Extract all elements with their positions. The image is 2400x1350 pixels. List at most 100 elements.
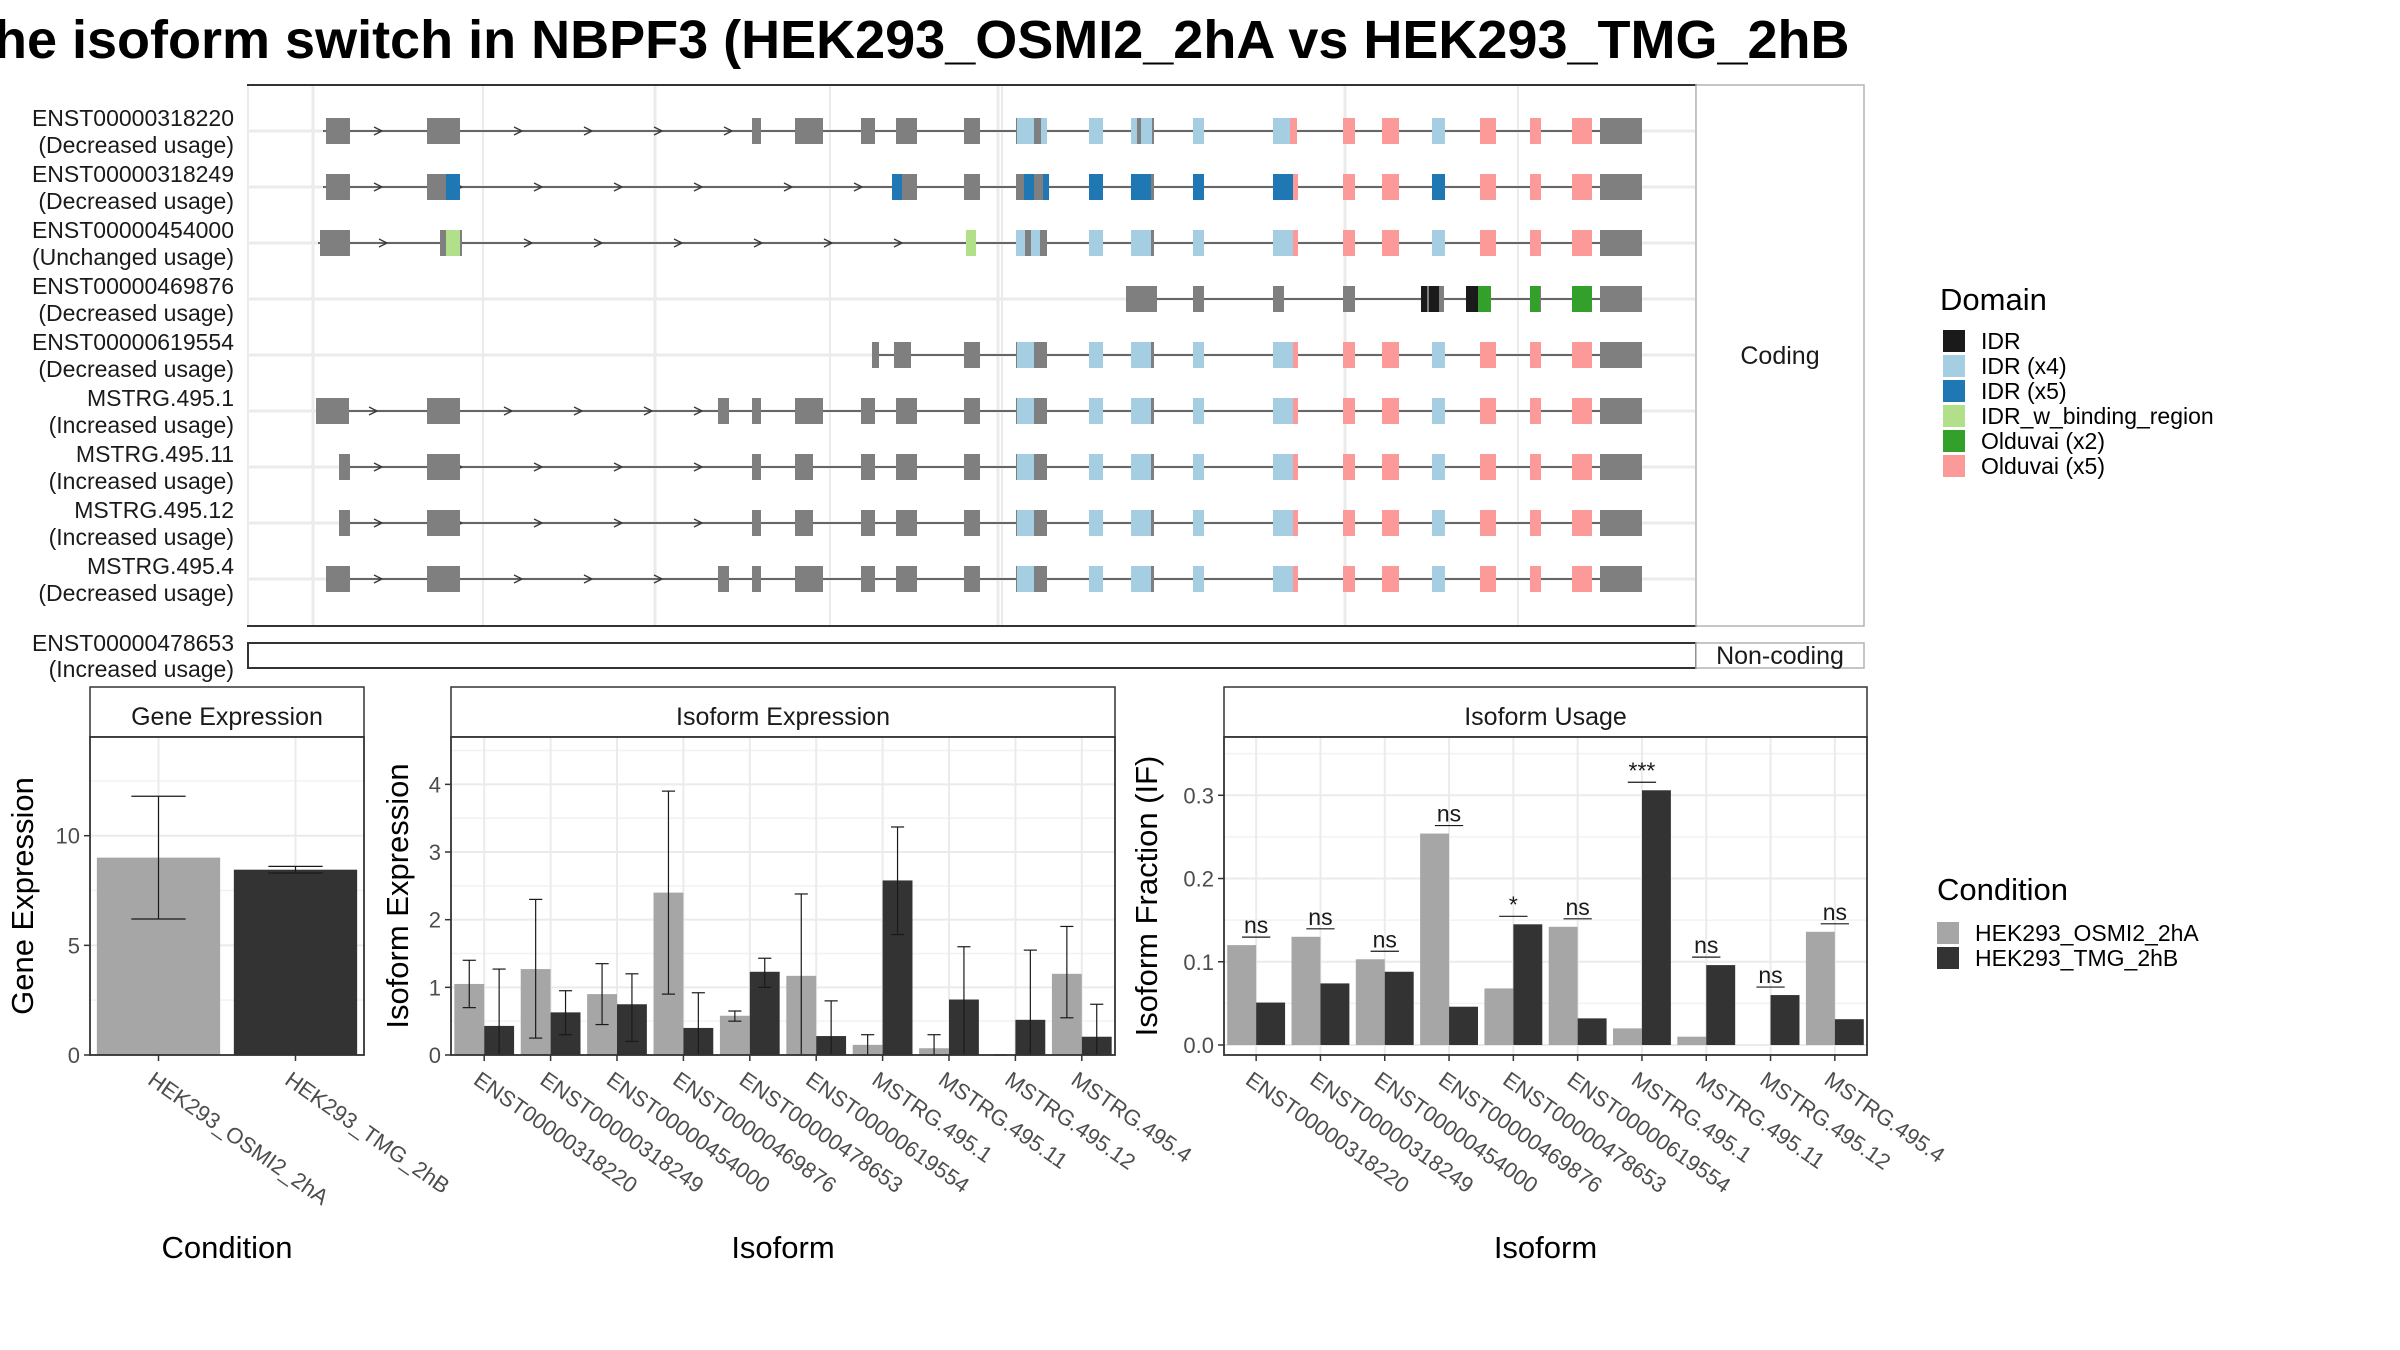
domain-block	[1273, 566, 1293, 592]
domain-block	[1382, 398, 1399, 424]
isoform-id-label: ENST00000318220	[32, 105, 234, 131]
domain-block	[1480, 342, 1496, 368]
domain-block	[1530, 398, 1541, 424]
domain-block	[1480, 510, 1496, 536]
domain-block	[1343, 454, 1355, 480]
domain-block	[1480, 118, 1496, 144]
exon-block	[752, 566, 761, 592]
domain-block	[1480, 230, 1496, 256]
significance-label: ns	[1694, 932, 1718, 958]
domain-block	[1131, 118, 1137, 144]
legend-label: Olduvai (x2)	[1981, 428, 2105, 454]
y-tick-label: 5	[68, 933, 80, 958]
exon-block	[896, 454, 917, 480]
exon-block	[427, 510, 460, 536]
legend-label: HEK293_TMG_2hB	[1975, 945, 2178, 971]
strand-arrow	[523, 238, 534, 248]
x-axis-title: Isoform	[1494, 1230, 1597, 1265]
exon-block	[964, 398, 980, 424]
exon-block	[896, 566, 917, 592]
y-tick-label: 4	[429, 772, 441, 797]
coding-strip	[1695, 84, 1865, 627]
y-tick-label: 0.1	[1183, 950, 1214, 975]
domain-block	[1016, 230, 1025, 256]
exon-block	[1600, 398, 1642, 424]
domain-block	[1432, 398, 1445, 424]
domain-block	[1572, 174, 1592, 200]
bar	[1355, 959, 1385, 1046]
exon-block	[1600, 118, 1642, 144]
domain-block	[1343, 398, 1355, 424]
strand-arrow	[823, 238, 834, 248]
domain-block	[1031, 230, 1040, 256]
strand-arrow	[613, 518, 624, 528]
bar	[1420, 833, 1450, 1046]
exon-block	[1600, 342, 1642, 368]
exon-block	[1600, 230, 1642, 256]
exon-block	[339, 510, 350, 536]
isoform-id-label: MSTRG.495.12	[74, 497, 234, 523]
domain-block	[1025, 398, 1034, 424]
domain-block	[1530, 118, 1541, 144]
strand-arrow	[503, 406, 514, 416]
y-tick-label: 0.0	[1183, 1033, 1214, 1058]
legend-swatch	[1943, 380, 1965, 402]
domain-block	[1131, 342, 1151, 368]
isoform-structure-panel: Coding Non-coding ENST00000318220(Decrea…	[32, 84, 1865, 682]
domain-block	[1432, 230, 1445, 256]
domain-block	[1293, 174, 1298, 200]
domain-block	[1572, 230, 1592, 256]
exon-block	[1600, 454, 1642, 480]
domain-block	[1382, 230, 1399, 256]
domain-block	[1343, 230, 1355, 256]
bar	[1513, 924, 1543, 1046]
strand-arrow	[583, 574, 594, 584]
exon-block	[964, 174, 980, 200]
domain-block	[1025, 454, 1034, 480]
legend-label: IDR (x4)	[1981, 353, 2067, 379]
y-tick-label: 0	[429, 1043, 441, 1068]
domain-block	[1432, 342, 1445, 368]
strand-arrow	[533, 462, 544, 472]
strand-arrow	[723, 126, 734, 136]
plot-frame	[1223, 736, 1868, 1056]
domain-block	[1480, 454, 1496, 480]
domain-block	[1273, 342, 1293, 368]
exon-block	[320, 230, 350, 256]
isoform-id-label: ENST00000619554	[32, 329, 234, 355]
domain-block	[1273, 510, 1293, 536]
exon-block	[896, 118, 917, 144]
isoform-id-label: ENST00000478653	[32, 630, 234, 656]
isoform-usage-label: (Increased usage)	[49, 412, 234, 438]
domain-block	[1273, 398, 1293, 424]
isoform-id-label: ENST00000318249	[32, 161, 234, 187]
strand-arrow	[693, 462, 704, 472]
significance-label: ***	[1629, 757, 1656, 783]
domain-block	[1131, 174, 1151, 200]
domain-block	[1343, 566, 1355, 592]
exon-block	[1273, 286, 1284, 312]
condition-legend-title: Condition	[1937, 872, 2068, 907]
domain-block	[1572, 566, 1592, 592]
exon-block	[427, 454, 460, 480]
exon-block	[718, 398, 729, 424]
domain-block	[1193, 454, 1204, 480]
isoform-usage-label: (Decreased usage)	[38, 188, 234, 214]
exon-block	[326, 118, 350, 144]
figure-title: he isoform switch in NBPF3 (HEK293_OSMI2…	[0, 10, 1850, 70]
exon-block	[861, 398, 875, 424]
isoform-id-label: ENST00000454000	[32, 217, 234, 243]
exon-block	[326, 566, 350, 592]
strand-arrow	[533, 182, 544, 192]
domain-block	[1293, 230, 1298, 256]
y-axis-title: Isoform Fraction (IF)	[1129, 756, 1164, 1037]
panel-strip	[450, 686, 1116, 738]
domain-block	[1432, 118, 1445, 144]
strand-arrow	[573, 406, 584, 416]
strand-arrow	[373, 462, 384, 472]
exon-block	[861, 454, 875, 480]
domain-block	[1530, 286, 1540, 312]
bar	[1256, 1002, 1286, 1046]
